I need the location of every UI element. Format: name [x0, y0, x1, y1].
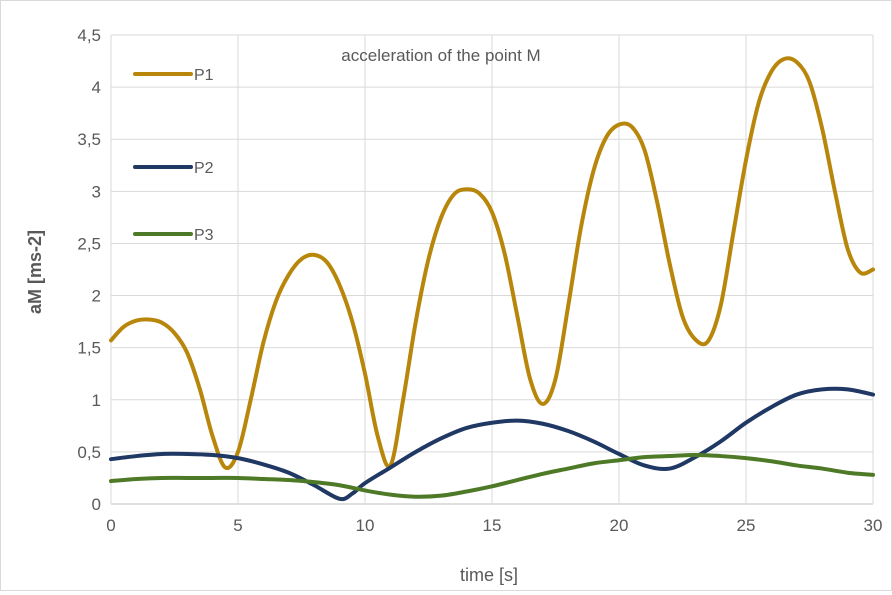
x-tick-label: 5 — [233, 516, 242, 535]
x-tick-label: 0 — [106, 516, 115, 535]
x-tick-label: 25 — [737, 516, 756, 535]
y-tick-label: 2,5 — [77, 234, 101, 253]
y-tick-label: 4 — [92, 78, 101, 97]
y-tick-label: 4,5 — [77, 26, 101, 45]
x-tick-label: 10 — [356, 516, 375, 535]
series-line-p1 — [109, 56, 875, 471]
legend-label-p2: P2 — [194, 160, 214, 177]
legend-label-p3: P3 — [194, 227, 214, 244]
y-axis-title: aM [ms-2] — [25, 230, 45, 314]
tick-labels: 0 0,5 1 1,5 2 2,5 3 3,5 4 4,5 0 5 10 15 20 25 30 — [77, 26, 882, 535]
series-line-p2 — [109, 386, 875, 502]
y-tick-label: 1 — [92, 391, 101, 410]
x-tick-label: 15 — [483, 516, 502, 535]
legend: P1 P2 P3 — [133, 67, 214, 244]
series-lines — [109, 56, 875, 502]
x-axis-title: time [s] — [460, 565, 518, 585]
chart-title: acceleration of the point M — [341, 46, 540, 65]
y-tick-label: 0 — [92, 495, 101, 514]
series-line-p3 — [109, 453, 875, 499]
y-tick-label: 0,5 — [77, 443, 101, 462]
x-tick-label: 20 — [610, 516, 629, 535]
y-tick-label: 2 — [92, 287, 101, 306]
y-tick-label: 3,5 — [77, 130, 101, 149]
y-tick-label: 3 — [92, 182, 101, 201]
legend-label-p1: P1 — [194, 67, 214, 84]
gridlines — [110, 34, 874, 505]
x-tick-label: 30 — [864, 516, 883, 535]
y-tick-label: 1,5 — [77, 339, 101, 358]
